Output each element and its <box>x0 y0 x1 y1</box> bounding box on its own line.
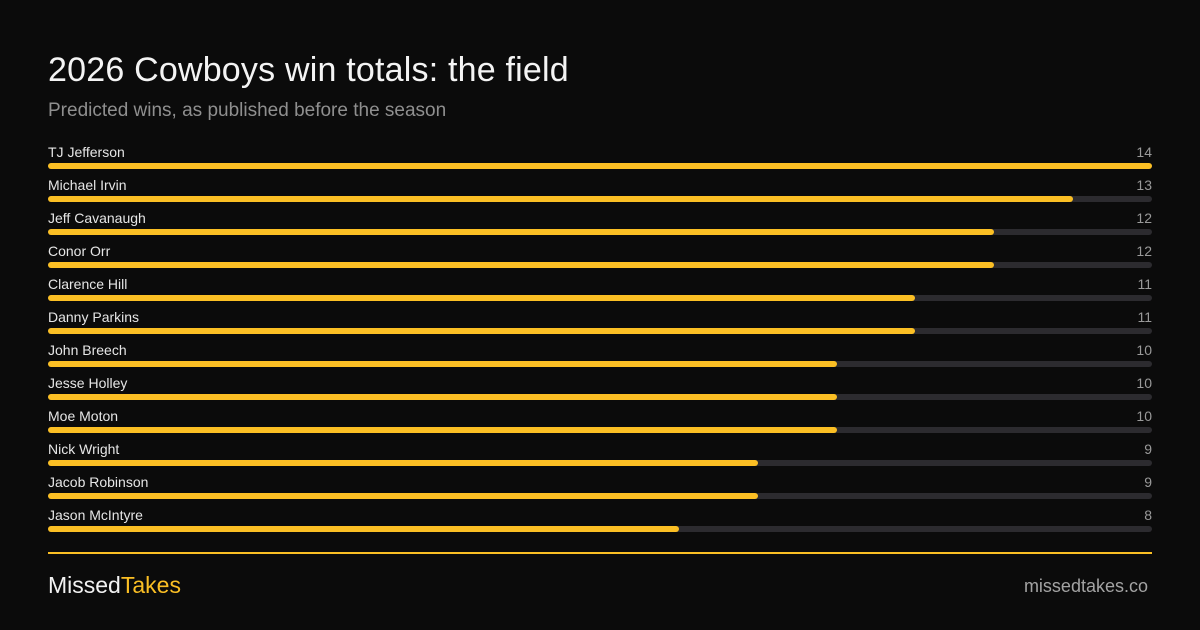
site-link[interactable]: missedtakes.co <box>1023 576 1148 596</box>
footer-divider <box>48 552 1152 554</box>
brand-name-second: Takes <box>120 572 181 598</box>
bar-track <box>48 493 1152 499</box>
bar-label: Nick Wright <box>48 441 120 457</box>
bar <box>48 361 837 367</box>
bar-value-label: 8 <box>1144 507 1152 523</box>
bar-value-label: 11 <box>1137 309 1152 325</box>
bar-track <box>48 262 1152 268</box>
bar <box>48 460 758 466</box>
bar-track <box>48 361 1152 367</box>
bar-label: Jason McIntyre <box>48 507 143 523</box>
bar <box>48 427 837 433</box>
bar-row: Jesse Holley 10 <box>48 374 1152 407</box>
bar-label: John Breech <box>48 342 127 358</box>
bar-track <box>48 526 1152 532</box>
bar-row: John Breech 10 <box>48 341 1152 374</box>
bar-value-label: 12 <box>1136 243 1152 259</box>
bar <box>48 526 679 532</box>
bar-value-label: 12 <box>1136 210 1152 226</box>
bar-value-label: 10 <box>1136 375 1152 391</box>
bar-track <box>48 295 1152 301</box>
bar-value-label: 10 <box>1136 408 1152 424</box>
bar <box>48 196 1074 202</box>
bar-track <box>48 328 1152 334</box>
bar-track <box>48 394 1152 400</box>
bar-label: Clarence Hill <box>48 276 128 292</box>
bar <box>48 229 995 235</box>
chart-title: 2026 Cowboys win totals: the field <box>48 51 569 89</box>
bar-track <box>48 427 1152 433</box>
bar-label: Danny Parkins <box>48 309 140 325</box>
bar <box>48 163 1152 169</box>
bar <box>48 262 995 268</box>
bar-row: Michael Irvin 13 <box>48 176 1152 209</box>
bar-value-label: 10 <box>1136 342 1152 358</box>
bar-row: TJ Jefferson 14 <box>48 143 1152 176</box>
bar <box>48 295 916 301</box>
brand-logo[interactable]: MissedTakes <box>48 570 181 600</box>
bar-label: TJ Jefferson <box>48 144 125 160</box>
bar-value-label: 11 <box>1137 276 1152 292</box>
bar-chart: TJ Jefferson 14 Michael Irvin 13 Jeff Cavana… <box>48 143 1152 539</box>
bar <box>48 328 916 334</box>
bar-label: Jeff Cavanaugh <box>48 210 146 226</box>
bar-track <box>48 163 1152 169</box>
bar-value-label: 9 <box>1144 441 1152 457</box>
bar-row: Jason McIntyre 8 <box>48 506 1152 539</box>
bar-row: Clarence Hill 11 <box>48 275 1152 308</box>
bar-row: Conor Orr 12 <box>48 242 1152 275</box>
bar-row: Jeff Cavanaugh 12 <box>48 209 1152 242</box>
bar-label: Jacob Robinson <box>48 474 149 490</box>
bar-label: Michael Irvin <box>48 177 127 193</box>
bar <box>48 394 837 400</box>
bar-label: Moe Moton <box>48 408 119 424</box>
bar-row: Moe Moton 10 <box>48 407 1152 440</box>
bar-label: Jesse Holley <box>48 375 128 391</box>
bar-label: Conor Orr <box>48 243 111 259</box>
bar-value-label: 13 <box>1136 177 1152 193</box>
chart-subtitle: Predicted wins, as published before the … <box>48 100 447 121</box>
brand-name-first: Missed <box>48 572 121 598</box>
bar <box>48 493 758 499</box>
bar-track <box>48 196 1152 202</box>
bar-value-label: 9 <box>1144 474 1152 490</box>
bar-row: Jacob Robinson 9 <box>48 473 1152 506</box>
bar-row: Danny Parkins 11 <box>48 308 1152 341</box>
bar-value-label: 14 <box>1136 144 1152 160</box>
bar-track <box>48 229 1152 235</box>
bar-track <box>48 460 1152 466</box>
bar-row: Nick Wright 9 <box>48 440 1152 473</box>
